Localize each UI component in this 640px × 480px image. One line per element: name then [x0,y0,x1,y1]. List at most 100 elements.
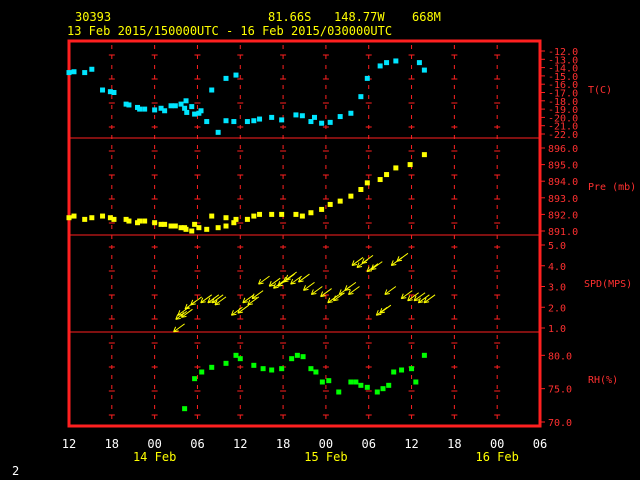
x-tick-label: 18 [105,437,119,451]
pressure-point [364,180,370,186]
latitude: 81.66S [268,10,311,24]
wind-arrow-shaft [407,292,419,302]
humidity-point [300,354,306,360]
temperature-point [327,119,333,125]
wind-arrow-head [356,266,363,269]
temperature-point [82,70,88,76]
humidity-point [353,379,359,385]
wind-arrow-head [423,297,427,303]
humidity-point [348,379,354,385]
temperature-point [123,101,129,107]
temperature-point [137,106,143,112]
wind-arrow [285,271,297,281]
pressure-point [204,226,210,232]
pressure-point [421,152,427,158]
wind-arrow-head [258,282,264,285]
wind-arrow [417,294,430,304]
temperature-point [215,129,221,135]
wind-arrow-shaft [320,288,332,297]
temperature-point [393,58,399,64]
wind-arrow-head [298,276,301,283]
wind-arrow-head [277,284,283,287]
wind-arrow-shaft [423,294,436,304]
time-range: 13 Feb 2015/150000UTC - 16 Feb 2015/0300… [67,24,392,38]
temperature-point [299,113,305,119]
y-tick-label: 3.0 [548,283,566,294]
temperature-point [269,114,275,120]
wind-arrow-head [332,295,336,301]
humidity-point [233,352,239,358]
wind-arrow-head [237,311,243,314]
pressure-point [279,211,285,217]
wind-arrow-head [320,291,324,297]
x-tick-label: 00 [319,437,333,451]
humidity-point [399,367,405,373]
wind-arrow-head [173,330,179,333]
wind-arrow-head [376,313,382,316]
temperature-point [152,107,158,113]
temperature-point [111,90,117,95]
pressure-point [269,211,275,217]
pressure-point [337,198,343,204]
temperature-point [311,114,317,120]
wind-arrow-head [251,293,255,299]
humidity-point [421,352,427,358]
humidity-point [237,356,243,362]
wind-arrow-head [285,278,291,281]
temperature-point [364,75,370,81]
pressure-point [215,225,221,231]
x-tick-label: 06 [533,437,547,451]
wind-arrow [351,257,364,266]
wind-arrow-head [311,293,317,295]
wind-arrow [175,310,188,320]
wind-arrow-head [320,295,326,298]
pressure-point [348,193,354,199]
pressure-point [82,216,88,222]
pressure-point [158,221,164,227]
humidity-point [251,362,257,368]
wind-speed-axis-label: SPD(MPS) [584,279,632,290]
temperature-point [319,120,325,126]
wind-arrow-head [407,295,411,301]
wind-arrow-head [417,297,421,303]
wind-arrow-head [247,299,251,306]
humidity-point [294,352,300,358]
wind-arrow-shaft [413,292,426,302]
pressure-point [393,165,399,171]
wind-arrow-head [214,299,218,306]
wind-arrow [268,277,281,287]
humidity-point [209,364,215,370]
wind-arrow-head [177,310,181,316]
pressure-point [308,210,314,216]
pressure-point [327,201,333,207]
pressure-point [162,221,168,227]
wind-arrow-shaft [211,294,224,304]
wind-arrow-shaft [351,257,364,266]
wind-arrow-head [290,282,296,285]
wind-arrow-head [361,258,365,264]
pressure-axis-label: Pre (mb) [588,182,636,193]
pressure-point [358,187,364,192]
y-tick-label: 1.0 [548,324,566,335]
wind-arrow-head [258,278,261,285]
wind-arrow-shaft [242,294,255,304]
wind-arrow-shaft [181,308,193,318]
wind-arrow-shaft [303,281,315,291]
wind-arrow-head [214,303,221,306]
wind-arrow-head [310,289,314,295]
humidity-point [319,379,325,385]
temperature-point [358,94,364,100]
wind-arrow-head [333,299,339,302]
wind-arrow-head [180,312,184,318]
temperature-point [416,60,422,66]
pressure-point [319,206,325,212]
temperature-point [66,70,72,76]
pressure-point [126,218,132,224]
wind-arrow-head [327,297,331,303]
pressure-point [107,215,113,221]
temperature-point [178,101,184,107]
wind-arrow-head [247,303,253,306]
y-tick-label: -17.0 [548,89,578,100]
wind-arrow [344,281,357,291]
wind-arrow-head [379,311,385,314]
